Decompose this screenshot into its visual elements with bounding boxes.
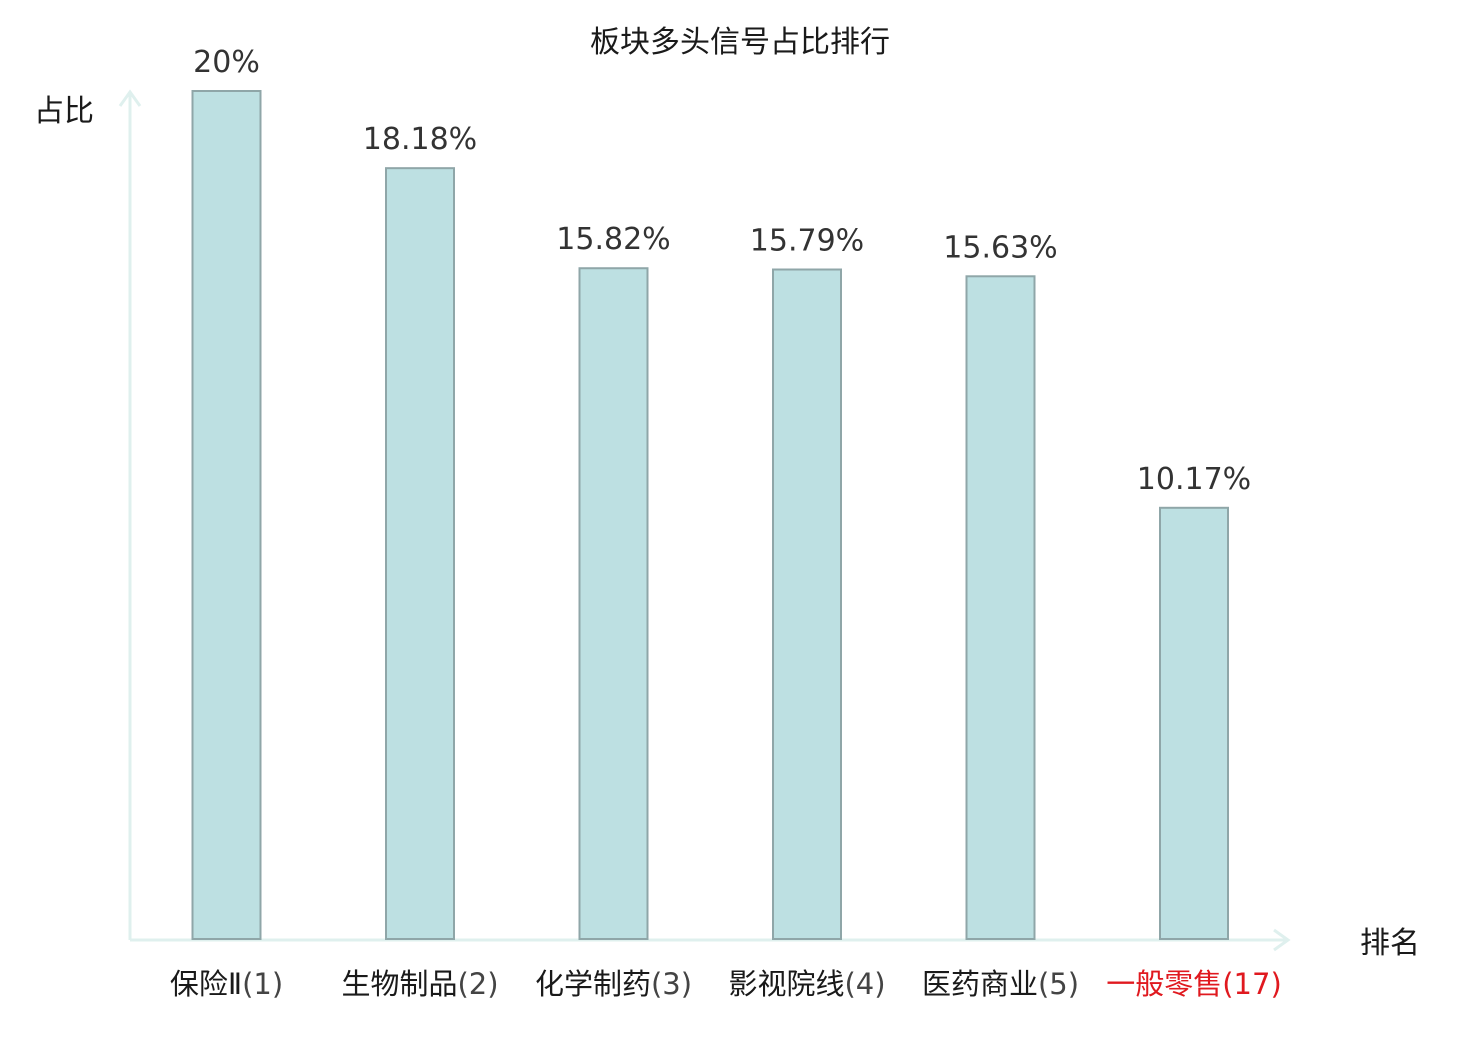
bar-1	[191, 90, 262, 940]
category-name: 化学制药	[535, 967, 651, 1001]
category-name: 保险Ⅱ	[170, 967, 242, 1001]
category-name: 生物制品	[341, 967, 457, 1001]
category-label-5: 医药商业(5)	[922, 967, 1079, 1001]
category-rank: (2)	[457, 967, 498, 1001]
category-label-1: 保险Ⅱ(1)	[170, 967, 283, 1001]
bar-5	[965, 275, 1036, 940]
y-axis-title: 占比	[34, 94, 94, 129]
category-labels: 保险Ⅱ(1) 生物制品(2) 化学制药(3) 影视院线(4) 医药商业(5) 一般零售(1…	[170, 967, 1282, 1001]
value-labels: 20% 18.18% 15.82% 15.79% 15.63% 10.17%	[193, 45, 1251, 497]
category-label-6: 一般零售(17)	[1106, 967, 1282, 1001]
category-name: 医药商业	[922, 967, 1038, 1001]
category-rank: (5)	[1038, 967, 1079, 1001]
value-label-5: 15.63%	[943, 230, 1057, 265]
category-rank: (4)	[844, 967, 885, 1001]
category-rank: (3)	[651, 967, 692, 1001]
bar-2	[385, 167, 455, 940]
category-label-4: 影视院线(4)	[728, 967, 885, 1001]
bar-3	[578, 267, 649, 940]
value-label-2: 18.18%	[363, 122, 477, 157]
value-label-6: 10.17%	[1137, 462, 1251, 497]
bar-4	[772, 268, 842, 940]
category-label-2: 生物制品(2)	[341, 967, 498, 1001]
bar-series	[191, 90, 1229, 940]
category-name: 影视院线	[728, 967, 844, 1001]
value-label-4: 15.79%	[750, 224, 864, 259]
x-axis	[130, 928, 1291, 952]
category-rank: (1)	[242, 967, 283, 1001]
value-label-1: 20%	[193, 45, 260, 80]
category-label-3: 化学制药(3)	[535, 967, 692, 1001]
value-label-3: 15.82%	[556, 222, 670, 257]
chart-title: 板块多头信号占比排行	[590, 25, 890, 60]
y-axis	[118, 89, 142, 940]
category-name: 一般零售	[1106, 967, 1222, 1001]
bar-6	[1159, 506, 1229, 940]
category-rank: (17)	[1222, 967, 1282, 1001]
x-axis-title: 排名	[1360, 926, 1420, 961]
